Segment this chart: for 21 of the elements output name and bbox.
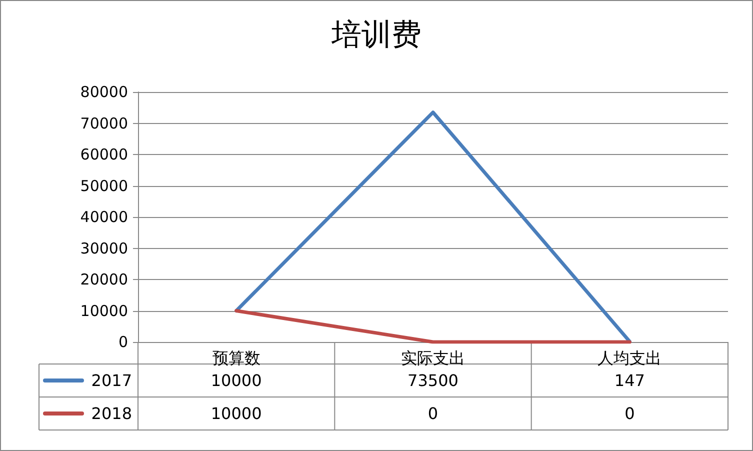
y-tick-label: 60000 bbox=[80, 146, 128, 164]
y-tick-label: 50000 bbox=[80, 176, 128, 195]
y-tick-label: 40000 bbox=[80, 208, 128, 226]
x-tick-label: 预算数 bbox=[212, 348, 260, 368]
y-tick-label: 0 bbox=[118, 333, 128, 351]
data-label: 0 bbox=[428, 404, 438, 423]
data-label: 10000 bbox=[210, 404, 262, 423]
legend-label: 2018 bbox=[91, 404, 132, 423]
data-label: 10000 bbox=[210, 371, 262, 390]
legend-label: 2017 bbox=[91, 371, 132, 390]
data-label: 73500 bbox=[408, 371, 458, 390]
y-tick-label: 70000 bbox=[80, 114, 128, 132]
data-label: 0 bbox=[624, 404, 635, 423]
data-label: 147 bbox=[614, 371, 645, 390]
chart-title: 培训费 bbox=[330, 18, 422, 52]
y-tick-label: 30000 bbox=[80, 239, 128, 258]
x-tick-label: 人均支出 bbox=[598, 348, 662, 368]
y-tick-label: 10000 bbox=[80, 302, 128, 320]
x-tick-label: 实际支出 bbox=[401, 348, 465, 368]
y-tick-label: 20000 bbox=[80, 270, 128, 288]
y-tick-label: 80000 bbox=[80, 83, 128, 101]
